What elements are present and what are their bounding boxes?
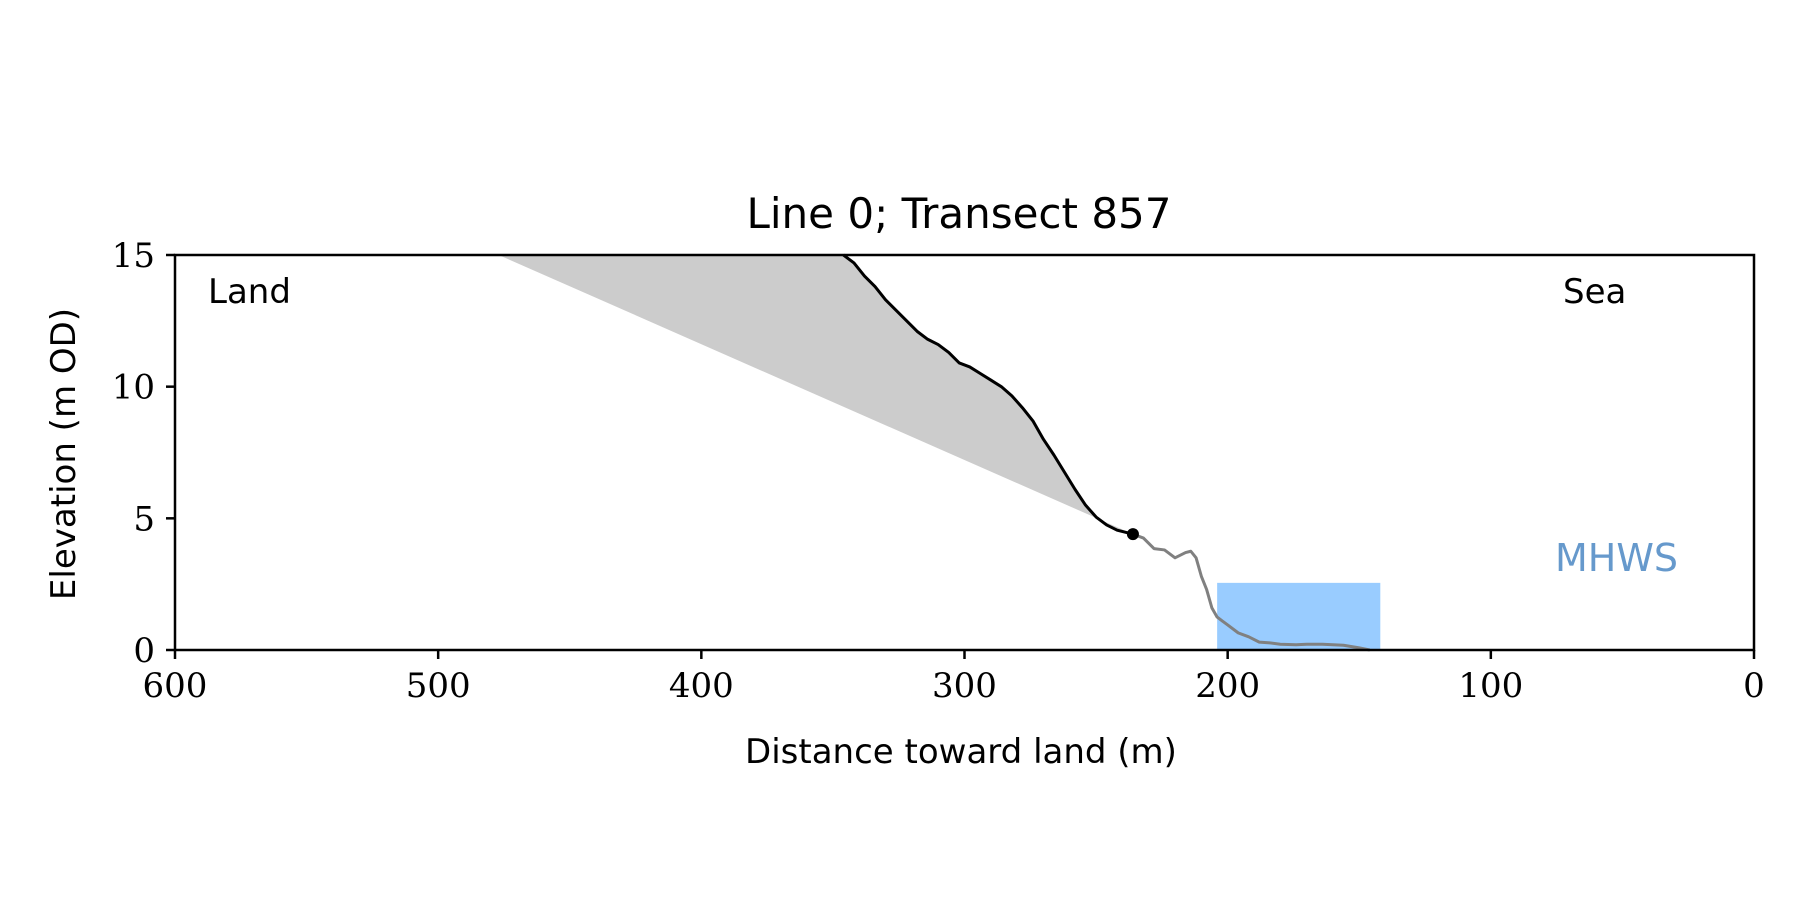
y-tick-label: 0 bbox=[133, 631, 155, 671]
y-tick-label: 10 bbox=[112, 368, 155, 408]
eroded-area-shading bbox=[498, 255, 1133, 535]
beach-profile-line bbox=[1132, 532, 1371, 652]
land-annotation: Land bbox=[208, 272, 291, 312]
x-tick-label: 600 bbox=[143, 666, 208, 706]
y-axis-label: Elevation (m OD) bbox=[44, 308, 84, 600]
y-tick-label: 5 bbox=[133, 499, 155, 539]
axes: 600 500 400 300 200 100 0 0 5 10 15 bbox=[112, 236, 1765, 706]
plot-area bbox=[498, 253, 1381, 652]
x-tick-label: 300 bbox=[932, 666, 997, 706]
mhws-annotation: MHWS bbox=[1555, 536, 1678, 580]
sea-annotation: Sea bbox=[1563, 272, 1626, 312]
x-tick-label: 0 bbox=[1743, 666, 1765, 706]
x-tick-label: 100 bbox=[1458, 666, 1523, 706]
x-tick-label: 400 bbox=[669, 666, 734, 706]
cliff-toe-marker bbox=[1126, 528, 1139, 541]
cliff-profile-line bbox=[842, 253, 1134, 536]
mhws-box bbox=[1217, 582, 1381, 650]
x-axis-label: Distance toward land (m) bbox=[745, 732, 1177, 772]
chart-title: Line 0; Transect 857 bbox=[746, 189, 1171, 238]
x-tick-label: 500 bbox=[406, 666, 471, 706]
x-tick-label: 200 bbox=[1195, 666, 1260, 706]
y-tick-label: 15 bbox=[112, 236, 155, 276]
